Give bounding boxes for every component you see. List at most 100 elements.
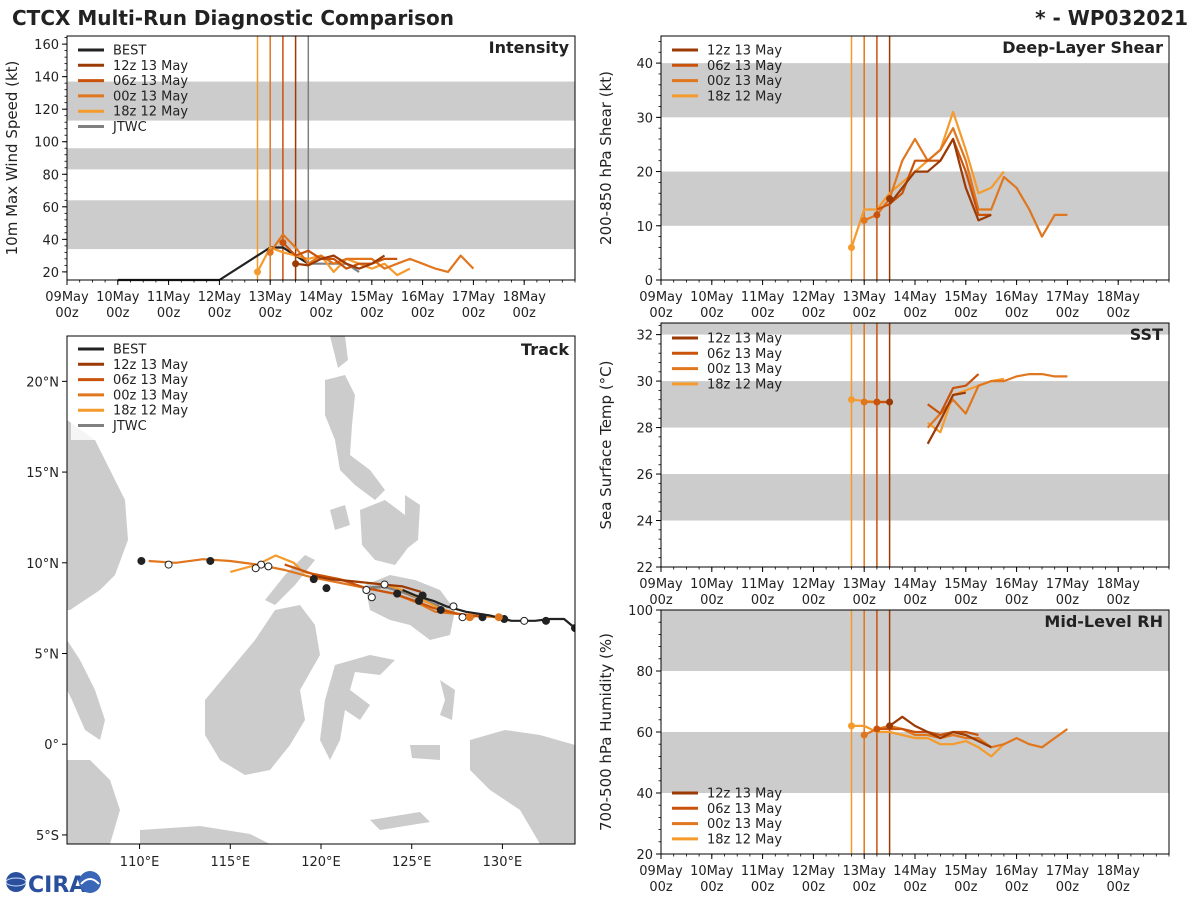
intensity-ytick-label: 60	[42, 201, 59, 216]
rh-xtick-sub: 00z	[903, 880, 927, 895]
shear-legend-label-r12z13: 12z 13 May	[707, 44, 782, 59]
shear-ytick-label: 10	[636, 220, 653, 235]
track-marker	[458, 613, 467, 622]
land-visayas	[360, 500, 410, 565]
shear-ytick-label: 0	[645, 274, 653, 289]
track-ytick-label: 15°N	[26, 466, 59, 481]
track-marker	[362, 586, 371, 594]
intensity-xtick-sub: 00z	[411, 306, 435, 321]
rh-ytick-label: 60	[636, 726, 653, 741]
intensity-ytick-label: 140	[34, 71, 59, 86]
land-taiwan	[330, 336, 348, 368]
rh-init-point-r12z13	[886, 722, 894, 730]
rh-init-point-r06z13	[873, 725, 881, 733]
track-marker	[520, 616, 529, 625]
shear-init-point-r06z13	[873, 211, 881, 219]
rh-band	[661, 610, 1169, 671]
track-marker	[206, 556, 215, 565]
sst-legend-label-r00z13: 00z 13 May	[707, 362, 782, 377]
shear-xtick-label: 09May	[639, 290, 683, 305]
sst-init-point-r18z12	[848, 396, 855, 404]
sst-legend-label-r06z13: 06z 13 May	[707, 347, 782, 362]
sst-ytick-label: 30	[636, 375, 653, 390]
shear-xtick-label: 16May	[995, 290, 1039, 305]
shear-xtick-sub: 00z	[1107, 306, 1131, 321]
track-marker	[264, 562, 273, 571]
intensity-init-point-r12z13	[292, 260, 300, 268]
sst-band	[661, 474, 1169, 521]
intensity-xtick-sub: 00z	[208, 306, 232, 321]
sst-xtick-label: 09May	[639, 577, 683, 592]
sst-init-point-r12z13	[886, 398, 894, 406]
sst-series-r12z13	[926, 391, 966, 445]
track-marker	[571, 624, 575, 633]
track-marker	[436, 605, 445, 614]
sst-xtick-label: 12May	[792, 577, 836, 592]
rh-legend-label-r00z13: 00z 13 May	[707, 817, 782, 832]
shear-title: Deep-Layer Shear	[1002, 38, 1163, 57]
shear-ytick-label: 30	[636, 111, 653, 126]
track-legend-label-BEST: BEST	[113, 343, 146, 358]
rh-xtick-sub: 00z	[954, 880, 978, 895]
track-map-land	[67, 336, 575, 844]
sst-init-point-r06z13	[873, 398, 881, 406]
track-ytick-label: 5°S	[36, 829, 59, 844]
intensity-ylabel: 10m Max Wind Speed (kt)	[3, 61, 21, 256]
track-marker	[257, 560, 266, 569]
intensity-band	[67, 200, 575, 250]
sst-xtick-sub: 00z	[751, 593, 775, 608]
sst-xtick-label: 10May	[690, 577, 734, 592]
shear-xtick-sub: 00z	[1056, 306, 1080, 321]
land-maluku	[410, 745, 440, 760]
rh-band	[661, 732, 1169, 793]
rh-xtick-sub: 00z	[649, 880, 673, 895]
track-marker	[393, 589, 402, 598]
rh-xtick-sub: 00z	[1107, 880, 1131, 895]
intensity-series-r12z13	[295, 254, 386, 270]
figure-title: CTCX Multi-Run Diagnostic Comparison	[12, 6, 454, 30]
track-legend-bg	[71, 340, 193, 440]
panel-rh: 2040608010009May00z10May00z11May00z12May…	[597, 604, 1170, 895]
cira-globe-icon	[6, 872, 26, 892]
intensity-xtick-sub: 00z	[309, 306, 333, 321]
land-luzon	[325, 375, 385, 500]
panel-shear: 01020304009May00z10May00z11May00z12May00…	[597, 35, 1170, 321]
shear-xtick-sub: 00z	[903, 306, 927, 321]
rh-xtick-sub: 00z	[1056, 880, 1080, 895]
shear-xtick-label: 12May	[792, 290, 836, 305]
land-samar-leyte	[405, 495, 420, 550]
track-series-BEST	[402, 588, 575, 629]
sst-xtick-sub: 00z	[1056, 593, 1080, 608]
shear-ytick-label: 20	[636, 166, 653, 181]
track-marker	[164, 560, 173, 569]
intensity-xtick-label: 13May	[248, 290, 292, 305]
cira-emblem-icon	[79, 871, 101, 893]
intensity-legend-label-r12z13: 12z 13 May	[113, 59, 188, 74]
sst-xtick-label: 18May	[1096, 577, 1140, 592]
intensity-ytick-label: 80	[42, 168, 59, 183]
intensity-init-point-r06z13	[279, 239, 287, 247]
intensity-band	[67, 148, 575, 170]
rh-title: Mid-Level RH	[1044, 612, 1163, 631]
track-marker	[322, 584, 331, 593]
panel-track	[137, 554, 575, 633]
rh-xtick-label: 13May	[842, 864, 886, 879]
track-legend-label-r06z13: 06z 13 May	[113, 373, 188, 388]
shear-ytick-label: 40	[636, 57, 653, 72]
cira-logo: CIRA	[5, 871, 101, 898]
intensity-xtick-label: 09May	[45, 290, 89, 305]
shear-xtick-sub: 00z	[1005, 306, 1029, 321]
track-xtick-label: 110°E	[120, 855, 160, 870]
sst-legend-label-r18z12: 18z 12 May	[707, 377, 782, 392]
track-legend-label-r18z12: 18z 12 May	[113, 404, 188, 419]
track-marker	[449, 602, 458, 611]
shear-xtick-sub: 00z	[954, 306, 978, 321]
sst-legend-label-r12z13: 12z 13 May	[707, 332, 782, 347]
shear-init-point-r12z13	[886, 195, 894, 203]
shear-legend-label-r06z13: 06z 13 May	[707, 59, 782, 74]
sst-title: SST	[1130, 325, 1163, 344]
shear-xtick-label: 17May	[1046, 290, 1090, 305]
intensity-xtick-label: 12May	[198, 290, 242, 305]
intensity-xtick-sub: 00z	[513, 306, 537, 321]
